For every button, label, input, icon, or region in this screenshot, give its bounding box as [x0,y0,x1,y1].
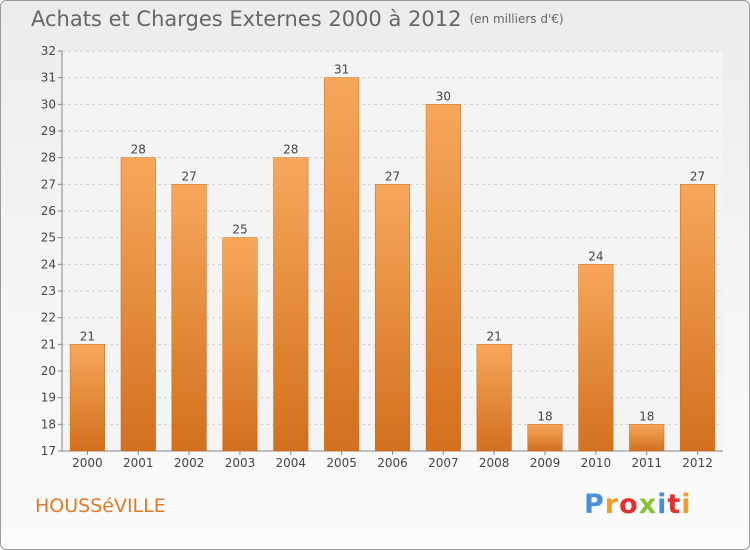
y-tick-label: 25 [41,231,56,245]
y-tick-label: 26 [41,204,56,218]
y-tick-label: 22 [41,311,56,325]
y-tick-label: 18 [41,417,56,431]
bar [578,264,614,452]
y-tick-label: 27 [41,177,56,191]
bar [120,157,156,452]
bar-value-label: 27 [181,169,196,183]
bar [324,77,360,452]
bar-value-label: 21 [487,329,502,343]
y-tick-label: 19 [41,391,56,405]
bar [222,237,258,452]
y-tick-label: 32 [41,44,56,58]
bar [629,424,665,452]
y-tick-label: 17 [41,444,56,458]
chart-title-text: Achats et Charges Externes 2000 à 2012 [31,7,462,31]
logo-letter: o [619,489,639,520]
commune-name: HOUSSéVILLE [35,495,166,517]
chart-title: Achats et Charges Externes 2000 à 2012 (e… [31,7,564,31]
x-tick-label: 2000 [72,456,103,470]
logo-letter: t [667,489,682,520]
logo-letter: i [657,489,668,520]
x-tick-label: 2011 [631,456,662,470]
x-tick-label: 2002 [174,456,205,470]
y-tick-label: 21 [41,337,56,351]
chart-unit: (en milliers d'€) [469,12,564,26]
x-tick-label: 2008 [479,456,510,470]
bar-value-label: 27 [385,169,400,183]
x-tick-label: 2001 [123,456,154,470]
bar [425,104,461,452]
y-tick-label: 31 [41,71,56,85]
x-tick-label: 2009 [530,456,561,470]
bar-value-label: 18 [639,409,654,423]
y-tick-label: 20 [41,364,56,378]
bar [476,344,512,452]
x-tick-label: 2012 [682,456,713,470]
x-tick-label: 2003 [225,456,256,470]
x-tick-label: 2006 [377,456,408,470]
logo-letter: x [638,489,658,520]
bar-value-label: 18 [537,409,552,423]
bar [374,184,411,452]
logo-letter: P [584,489,605,520]
bar-value-label: 30 [436,89,451,103]
bar-value-label: 28 [283,143,298,157]
bar-value-label: 31 [334,63,349,77]
logo-letter: r [604,489,620,520]
bar [171,184,207,452]
proxiti-logo: Proxiti [584,489,692,520]
bar [273,157,309,452]
y-tick-label: 24 [41,257,56,271]
bar-value-label: 28 [131,143,146,157]
logo-letter: i [681,489,692,520]
bar [680,184,716,452]
x-tick-label: 2010 [581,456,612,470]
bar-value-label: 24 [588,249,603,263]
bar-value-label: 21 [80,329,95,343]
x-tick-label: 2004 [276,456,307,470]
y-tick-label: 30 [41,97,56,111]
bar [69,344,105,452]
y-tick-label: 28 [41,151,56,165]
bar [527,424,563,452]
y-tick-label: 23 [41,284,56,298]
y-tick-label: 29 [41,124,56,138]
x-tick-label: 2005 [326,456,357,470]
x-tick-label: 2007 [428,456,459,470]
bar-value-label: 27 [690,169,705,183]
bar-value-label: 25 [232,223,247,237]
